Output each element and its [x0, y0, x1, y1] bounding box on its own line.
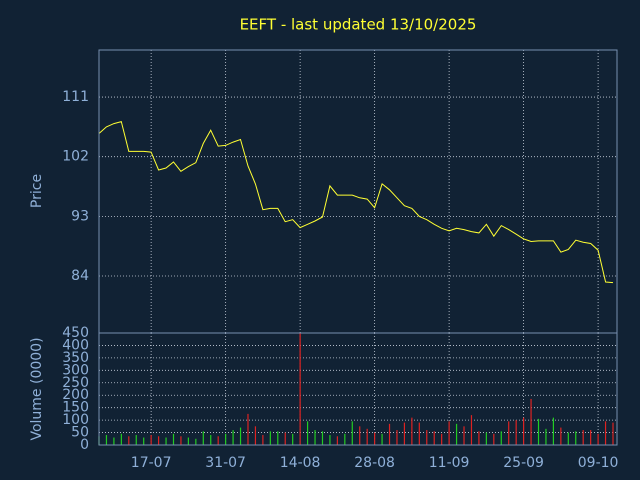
volume-bar: [388, 423, 391, 445]
volume-bar: [485, 432, 487, 445]
volume-bar: [500, 431, 502, 445]
volume-bar: [508, 421, 510, 445]
volume-bar: [172, 433, 175, 445]
y2-tick-label: 100: [62, 412, 89, 428]
volume-bar: [269, 431, 271, 445]
volume-bar: [210, 435, 212, 445]
volume-bar: [493, 433, 495, 445]
y2-tick-label: 50: [71, 425, 89, 441]
volume-bar: [604, 421, 607, 445]
volume-bar: [612, 422, 614, 445]
volume-bar: [187, 437, 189, 445]
y2-tick-label: 300: [62, 362, 89, 378]
volume-bar: [321, 431, 324, 445]
volume-bar: [336, 436, 338, 445]
x-tick-label: 11-09: [429, 455, 470, 471]
volume-bar: [455, 423, 458, 445]
volume-bar: [537, 418, 540, 445]
volume-bar: [157, 436, 160, 445]
price-line: [98, 120, 614, 284]
volume-bar: [448, 421, 450, 445]
y2-tick-label: 400: [62, 337, 89, 353]
y2-tick-label: 0: [80, 437, 89, 453]
y-tick-label: 93: [71, 208, 89, 224]
volume-bar: [284, 432, 286, 445]
volume-bar: [292, 433, 294, 445]
volume-bar: [411, 417, 413, 445]
volume-bar: [105, 435, 108, 445]
volume-bar: [433, 431, 435, 445]
y2-tick-label: 450: [62, 325, 89, 341]
volume-bar: [247, 413, 249, 445]
volume-bar: [567, 432, 569, 445]
volume-bar: [299, 333, 301, 445]
volume-bar: [217, 436, 219, 445]
volume-bar: [545, 428, 547, 445]
y2-tick-label: 250: [62, 375, 89, 391]
y-tick-label: 84: [71, 268, 89, 284]
volume-bar: [239, 427, 242, 445]
volume-bar: [560, 427, 562, 445]
volume-bar: [232, 430, 234, 445]
volume-frame: [98, 332, 618, 446]
x-tick-label: 31-07: [205, 455, 246, 471]
y2-tick-label: 350: [62, 350, 89, 366]
volume-bar: [306, 421, 309, 445]
x-tick-label: 14-08: [280, 455, 321, 471]
volume-bar: [225, 433, 227, 445]
volume-bar: [552, 417, 555, 445]
volume-bar: [165, 437, 167, 445]
volume-bar: [314, 430, 316, 445]
volume-bar: [381, 433, 383, 445]
volume-bar: [143, 437, 145, 445]
volume-bar: [590, 430, 592, 445]
y-tick-label: 102: [62, 149, 89, 165]
volume-bar: [344, 433, 346, 445]
volume-bar: [374, 432, 376, 445]
volume-bar: [582, 430, 584, 445]
x-tick-label: 17-07: [131, 455, 172, 471]
volume-bar: [418, 422, 420, 445]
x-tick-label: 28-08: [354, 455, 395, 471]
volume-bar: [202, 431, 204, 445]
volume-bar: [441, 433, 443, 445]
y2-tick-label: 150: [62, 400, 89, 416]
volume-bar: [396, 430, 398, 445]
volume-bar: [135, 435, 137, 445]
y2-tick-label: 200: [62, 387, 89, 403]
chart-title: EEFT - last updated 13/10/2025: [240, 16, 477, 34]
volume-bar: [575, 431, 577, 445]
volume-bar: [359, 426, 361, 445]
volume-bar: [478, 431, 480, 445]
volume-bar: [530, 398, 532, 445]
y-tick-label: 111: [62, 89, 89, 105]
volume-bar: [463, 426, 465, 445]
volume-bar: [597, 433, 599, 445]
volume-bar: [426, 430, 428, 445]
volume-bar: [120, 433, 122, 445]
volume-bar: [329, 435, 331, 445]
y-axis-label: Price: [29, 174, 45, 208]
volume-bar: [262, 435, 264, 445]
volume-bar: [150, 435, 152, 445]
volume-bar: [403, 422, 406, 445]
volume-bar: [113, 437, 115, 445]
volume-bar: [523, 417, 525, 445]
volume-bar: [254, 426, 257, 445]
x-tick-label: 09-10: [578, 455, 619, 471]
volume-bar: [515, 420, 517, 445]
volume-bar: [470, 415, 473, 445]
y2-axis-label: Volume (0000): [29, 337, 45, 440]
volume-bar: [128, 436, 130, 445]
volume-bar: [351, 421, 353, 445]
volume-bar: [366, 428, 368, 445]
volume-bar: [277, 431, 279, 445]
x-tick-label: 25-09: [503, 455, 544, 471]
volume-bar: [195, 438, 197, 445]
volume-bar: [180, 436, 182, 445]
